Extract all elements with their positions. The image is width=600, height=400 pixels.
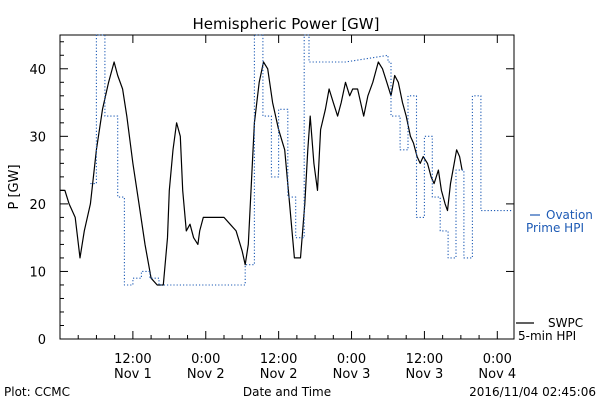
- y-tick-label: 40: [29, 63, 46, 78]
- legend-ovation-label-1: Ovation: [546, 208, 593, 222]
- y-tick-label: 20: [29, 198, 46, 213]
- plot-area-frame: [59, 34, 515, 340]
- x-tick-time-label: 0:00: [483, 352, 512, 367]
- series-swpc-hpi-line: [60, 61, 463, 286]
- legend-swpc-label-1: SWPC: [548, 316, 583, 330]
- y-tick-label: 30: [29, 130, 46, 145]
- x-tick-time-label: 12:00: [406, 352, 443, 367]
- footer-x-axis-label: Date and Time: [243, 385, 331, 399]
- x-tick-date-label: Nov 3: [406, 367, 444, 382]
- x-tick-date-label: Nov 2: [187, 367, 225, 382]
- series-layer: [60, 34, 513, 286]
- y-axis: 0 10 20 30 40: [29, 41, 514, 348]
- chart-title: Hemispheric Power [GW]: [193, 15, 380, 33]
- x-tick-date-label: Nov 4: [478, 367, 516, 382]
- x-tick-time-label: 12:00: [114, 352, 151, 367]
- x-tick-date-label: Nov 1: [114, 367, 152, 382]
- legend-ovation-label-2: Prime HPI: [526, 221, 584, 235]
- footer-plot-source: Plot: CCMC: [4, 385, 70, 399]
- x-tick-time-label: 0:00: [191, 352, 220, 367]
- x-tick-time-label: 12:00: [260, 352, 297, 367]
- footer-timestamp: 2016/11/04 02:45:06: [469, 385, 596, 399]
- y-tick-label: 0: [38, 333, 46, 348]
- y-axis-label: P [GW]: [7, 164, 22, 209]
- x-tick-date-label: Nov 2: [260, 367, 298, 382]
- x-tick-date-label: Nov 3: [333, 367, 371, 382]
- y-tick-label: 10: [29, 265, 46, 280]
- legend-swpc-label-2: 5-min HPI: [518, 329, 576, 343]
- x-tick-time-label: 0:00: [337, 352, 366, 367]
- legend: Ovation Prime HPI SWPC 5-min HPI: [516, 208, 593, 343]
